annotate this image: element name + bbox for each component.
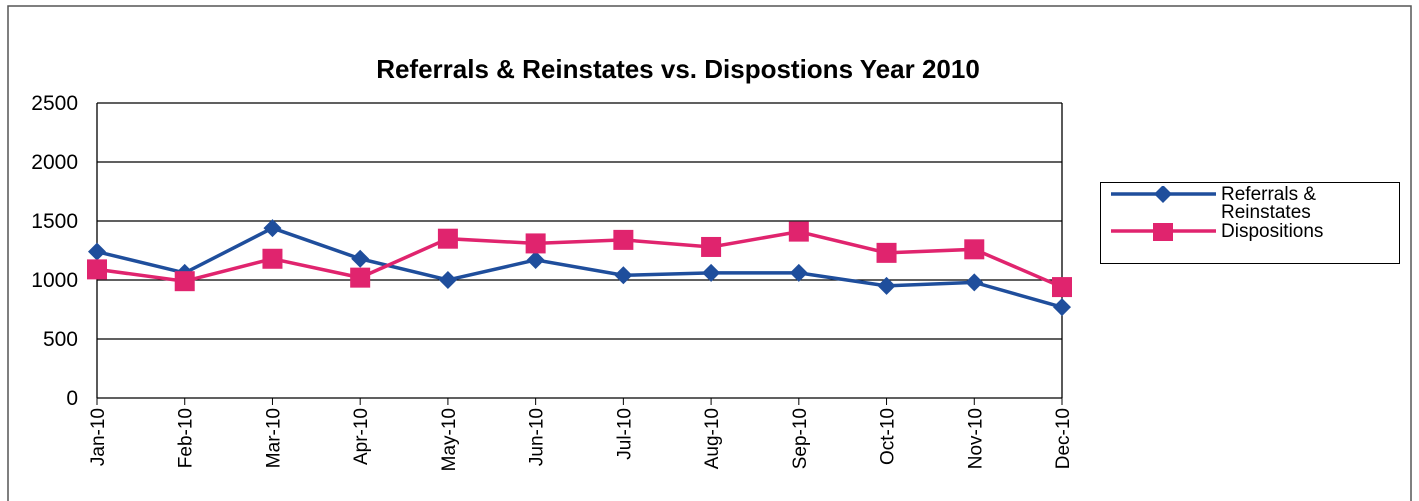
legend-item: Referrals & Reinstates [1101,184,1361,223]
data-point [438,271,457,289]
x-tick-label: Jul-10 [614,408,635,460]
data-point [789,263,808,282]
legend-swatch [1111,186,1216,203]
data-point [351,249,370,268]
y-tick-label: 500 [43,328,78,351]
y-tick-label: 0 [66,387,78,410]
legend-label: Dispositions [1221,221,1324,242]
legend-marker [1154,186,1172,203]
x-tick-label: Dec-10 [1053,408,1074,469]
data-point [613,229,634,250]
data-point [701,236,722,257]
legend-marker [1153,223,1173,241]
series-line [96,226,1063,309]
x-tick-label: May-10 [439,408,460,471]
series-line [96,229,1063,289]
legend-swatch [1111,223,1216,241]
data-point [877,276,896,295]
data-point [437,228,458,249]
x-tick-label: Jun-10 [527,408,548,466]
data-point [525,233,546,254]
y-tick-label: 1500 [31,210,78,233]
data-point [174,271,195,292]
data-point [1053,298,1071,317]
data-point [262,248,283,269]
data-point [788,221,809,242]
legend: Referrals & Reinstates Dispositions [1100,182,1400,264]
x-tick-label: Jan-10 [88,408,109,466]
data-point [1052,277,1072,298]
x-tick-label: Nov-10 [965,408,986,469]
chart-title: Referrals & Reinstates vs. Dispostions Y… [376,54,980,84]
y-tick-label: 2500 [31,92,78,115]
legend-label: Referrals & Reinstates [1221,184,1317,223]
x-tick-label: Sep-10 [790,408,811,469]
data-point [88,242,106,261]
data-point [87,259,107,280]
legend-item: Dispositions [1101,221,1361,245]
data-point [876,242,897,263]
data-point [526,250,545,269]
data-point [350,267,371,288]
data-point [965,273,984,292]
data-point [964,239,985,260]
x-tick-label: Mar-10 [263,408,284,468]
x-tick-label: Aug-10 [702,408,723,469]
data-point [263,219,282,238]
x-tick-label: Apr-10 [351,408,372,465]
x-tick-label: Feb-10 [176,408,197,468]
y-tick-label: 2000 [31,151,78,174]
y-tick-label: 1000 [31,269,78,292]
data-point [702,263,721,282]
data-point [614,266,633,285]
x-tick-label: Oct-10 [878,408,899,465]
